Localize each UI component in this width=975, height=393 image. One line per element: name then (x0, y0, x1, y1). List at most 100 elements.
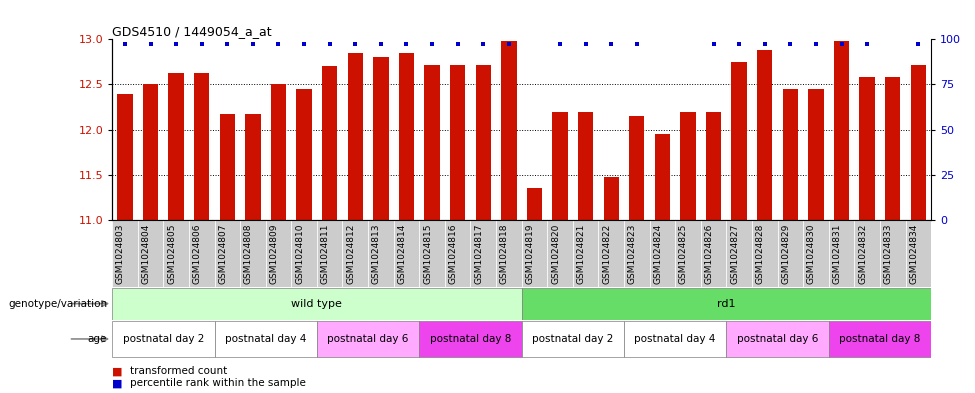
Text: GSM1024810: GSM1024810 (295, 223, 304, 284)
Bar (219, 114, 235, 220)
Bar (419, 321, 522, 357)
Bar (419, 220, 445, 287)
Bar (496, 220, 522, 287)
Bar (112, 220, 137, 287)
Bar (240, 220, 265, 287)
Bar (522, 288, 931, 320)
Text: GSM1024828: GSM1024828 (756, 223, 764, 284)
Text: postnatal day 8: postnatal day 8 (839, 334, 920, 344)
Bar (117, 94, 133, 220)
Bar (399, 53, 414, 220)
Bar (445, 220, 470, 287)
Text: GSM1024831: GSM1024831 (833, 223, 841, 284)
Bar (342, 220, 369, 287)
Bar (599, 220, 624, 287)
Bar (829, 220, 854, 287)
Bar (726, 321, 829, 357)
Text: GSM1024825: GSM1024825 (679, 223, 688, 284)
Bar (854, 220, 879, 287)
Text: postnatal day 2: postnatal day 2 (123, 334, 204, 344)
Bar (757, 50, 772, 220)
Bar (778, 220, 803, 287)
Text: GSM1024822: GSM1024822 (603, 223, 611, 284)
Bar (624, 220, 649, 287)
Bar (522, 220, 547, 287)
Text: GSM1024829: GSM1024829 (781, 223, 791, 284)
Bar (246, 114, 260, 220)
Bar (552, 112, 567, 220)
Bar (394, 220, 419, 287)
Text: postnatal day 2: postnatal day 2 (532, 334, 613, 344)
Bar (317, 220, 342, 287)
Text: GSM1024827: GSM1024827 (730, 223, 739, 284)
Bar (143, 84, 158, 220)
Bar (879, 220, 906, 287)
Bar (296, 89, 312, 220)
Bar (701, 220, 726, 287)
Text: postnatal day 4: postnatal day 4 (225, 334, 306, 344)
Bar (726, 220, 752, 287)
Bar (706, 112, 722, 220)
Bar (322, 66, 337, 220)
Text: percentile rank within the sample: percentile rank within the sample (130, 378, 305, 388)
Text: GSM1024808: GSM1024808 (244, 223, 253, 284)
Bar (476, 64, 490, 220)
Bar (803, 220, 829, 287)
Text: GSM1024819: GSM1024819 (526, 223, 534, 284)
Bar (834, 41, 849, 220)
Bar (424, 64, 440, 220)
Text: GSM1024818: GSM1024818 (500, 223, 509, 284)
Text: GSM1024820: GSM1024820 (551, 223, 560, 284)
Bar (526, 189, 542, 220)
Bar (604, 177, 619, 220)
Text: GSM1024811: GSM1024811 (321, 223, 330, 284)
Text: GSM1024805: GSM1024805 (167, 223, 176, 284)
Text: postnatal day 6: postnatal day 6 (737, 334, 818, 344)
Bar (829, 321, 931, 357)
Text: GSM1024809: GSM1024809 (269, 223, 279, 284)
Bar (649, 220, 675, 287)
Bar (783, 89, 798, 220)
Bar (214, 220, 240, 287)
Bar (624, 321, 726, 357)
Text: GSM1024807: GSM1024807 (218, 223, 227, 284)
Bar (752, 220, 778, 287)
Bar (164, 220, 189, 287)
Text: GSM1024813: GSM1024813 (371, 223, 381, 284)
Bar (292, 220, 317, 287)
Bar (547, 220, 573, 287)
Bar (369, 220, 394, 287)
Bar (271, 84, 287, 220)
Text: transformed count: transformed count (130, 366, 227, 376)
Text: GSM1024815: GSM1024815 (423, 223, 432, 284)
Text: GSM1024830: GSM1024830 (807, 223, 816, 284)
Bar (906, 220, 931, 287)
Text: postnatal day 4: postnatal day 4 (635, 334, 716, 344)
Text: GSM1024834: GSM1024834 (910, 223, 918, 284)
Text: GDS4510 / 1449054_a_at: GDS4510 / 1449054_a_at (112, 25, 272, 38)
Text: age: age (88, 334, 107, 344)
Bar (573, 220, 599, 287)
Text: GSM1024824: GSM1024824 (653, 223, 662, 284)
Bar (860, 77, 875, 220)
Bar (522, 321, 624, 357)
Text: GSM1024823: GSM1024823 (628, 223, 637, 284)
Bar (681, 112, 696, 220)
Bar (347, 53, 363, 220)
Text: postnatal day 8: postnatal day 8 (430, 334, 511, 344)
Bar (808, 89, 824, 220)
Bar (501, 41, 517, 220)
Bar (470, 220, 496, 287)
Bar (629, 116, 644, 220)
Text: ■: ■ (112, 366, 126, 376)
Bar (214, 321, 317, 357)
Bar (169, 73, 183, 220)
Text: GSM1024804: GSM1024804 (141, 223, 150, 284)
Bar (112, 288, 522, 320)
Bar (449, 64, 465, 220)
Bar (112, 321, 214, 357)
Text: GSM1024812: GSM1024812 (346, 223, 355, 284)
Text: GSM1024821: GSM1024821 (576, 223, 586, 284)
Bar (194, 73, 210, 220)
Text: GSM1024832: GSM1024832 (858, 223, 867, 284)
